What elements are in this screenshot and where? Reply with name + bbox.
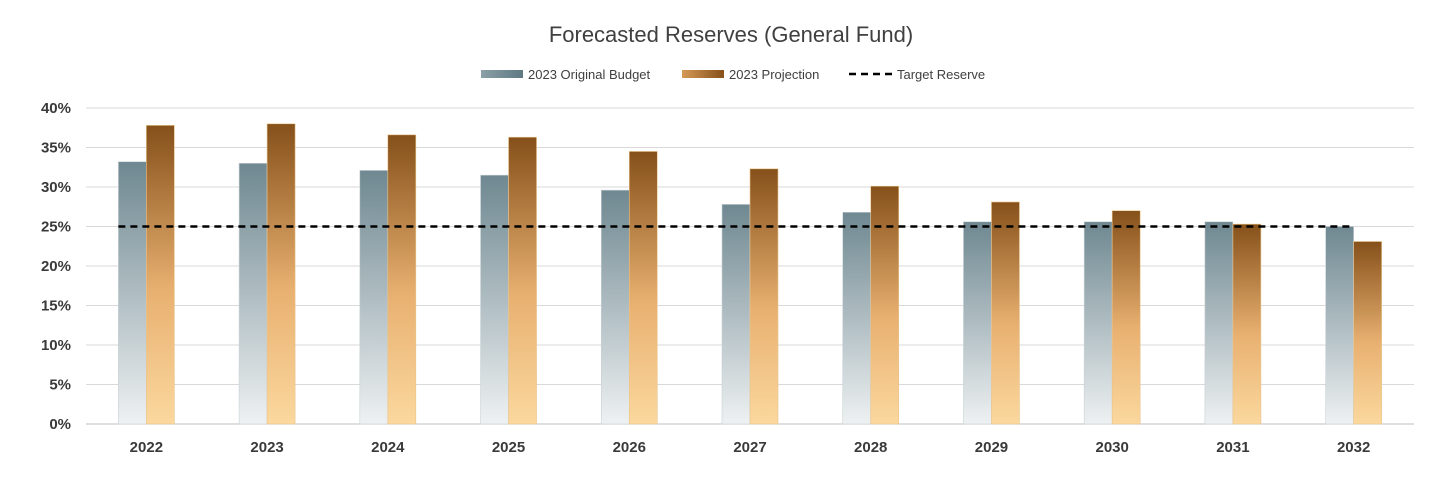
x-tick-label: 2030 — [1095, 439, 1128, 456]
bar-projection — [749, 168, 779, 425]
y-tick-label: 15% — [41, 298, 71, 315]
legend-swatch-projection — [682, 70, 724, 78]
y-tick-label: 40% — [41, 100, 71, 117]
bars — [118, 123, 1382, 425]
bar-projection — [870, 185, 900, 425]
y-tick-label: 25% — [41, 219, 71, 236]
legend: 2023 Original Budget 2023 Projection Tar… — [481, 67, 985, 82]
y-tick-label: 5% — [49, 377, 71, 394]
x-tick-label: 2022 — [130, 439, 163, 456]
bar-projection — [991, 201, 1020, 425]
bar-original-budget — [118, 161, 147, 425]
bar-original-budget — [1204, 221, 1234, 425]
legend-label-original-budget: 2023 Original Budget — [528, 67, 651, 82]
y-tick-label: 10% — [41, 337, 71, 354]
bar-original-budget — [963, 221, 992, 425]
bar-original-budget — [721, 204, 751, 425]
legend-label-projection: 2023 Projection — [729, 67, 819, 82]
bar-original-budget — [359, 170, 389, 425]
x-tick-label: 2026 — [613, 439, 646, 456]
y-tick-label: 20% — [41, 258, 71, 275]
bar-original-budget — [1325, 226, 1354, 425]
bar-projection — [1111, 210, 1141, 425]
legend-swatch-original-budget — [481, 70, 523, 78]
x-tick-label: 2023 — [250, 439, 283, 456]
bar-projection — [1353, 241, 1382, 425]
bar-projection — [508, 136, 537, 425]
bar-original-budget — [600, 189, 630, 425]
x-tick-label: 2031 — [1216, 439, 1249, 456]
x-tick-label: 2032 — [1337, 439, 1370, 456]
chart-title: Forecasted Reserves (General Fund) — [549, 22, 913, 47]
bar-projection — [266, 123, 296, 425]
y-axis-ticks: 0% 5% 10% 15% 20% 25% 30% 35% 40% — [41, 100, 71, 433]
x-tick-label: 2027 — [733, 439, 766, 456]
legend-label-target-reserve: Target Reserve — [897, 67, 985, 82]
y-tick-label: 30% — [41, 179, 71, 196]
x-tick-label: 2025 — [492, 439, 525, 456]
x-tick-label: 2024 — [371, 439, 405, 456]
x-tick-label: 2029 — [975, 439, 1008, 456]
x-axis-ticks: 2022 2023 2024 2025 2026 2027 2028 2029 2030 2031… — [130, 439, 1371, 456]
bar-projection — [1232, 223, 1262, 425]
bar-original-budget — [1083, 221, 1113, 425]
bar-original-budget — [480, 174, 509, 425]
bar-original-budget — [842, 211, 872, 425]
bar-projection — [387, 134, 417, 425]
bar-original-budget — [238, 163, 268, 425]
bar-projection — [146, 125, 175, 425]
y-tick-label: 35% — [41, 140, 71, 157]
bar-projection — [628, 151, 658, 425]
y-tick-label: 0% — [49, 416, 71, 433]
x-tick-label: 2028 — [854, 439, 887, 456]
